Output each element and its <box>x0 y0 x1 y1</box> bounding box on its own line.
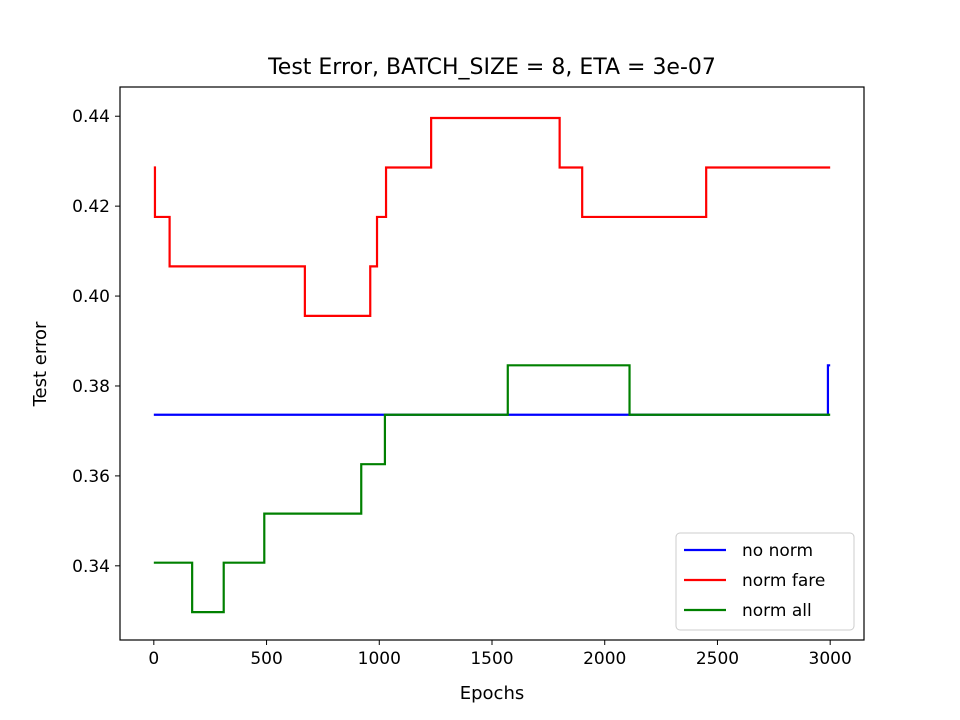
legend-box <box>675 532 855 631</box>
x-axis-ticks: 0 500 1000 1500 2000 2500 3000 <box>148 640 852 669</box>
legend-label: norm all <box>742 601 812 621</box>
x-tick-label: 2500 <box>696 649 739 669</box>
x-tick-label: 1500 <box>470 649 513 669</box>
x-tick-label: 3000 <box>809 649 852 669</box>
y-tick-label: 0.38 <box>72 377 110 397</box>
y-axis-ticks: 0.34 0.36 0.38 0.40 0.42 0.44 <box>72 107 120 577</box>
y-axis-label: Test error <box>30 321 51 407</box>
series-line-norm-all <box>153 364 831 614</box>
chart-title: Test Error, BATCH_SIZE = 8, ETA = 3e-07 <box>267 55 716 80</box>
x-tick-label: 1000 <box>358 649 401 669</box>
legend: no norm norm fare norm all <box>675 532 855 631</box>
x-tick-label: 500 <box>250 649 282 669</box>
legend-label: norm fare <box>742 571 825 591</box>
y-tick-label: 0.34 <box>72 557 110 577</box>
y-tick-label: 0.40 <box>72 287 110 307</box>
y-tick-label: 0.44 <box>72 107 110 127</box>
series-line-norm-fare <box>153 116 831 317</box>
x-tick-label: 0 <box>148 649 159 669</box>
y-tick-label: 0.42 <box>72 197 110 217</box>
plot-lines <box>153 116 831 614</box>
x-tick-label: 2000 <box>583 649 626 669</box>
legend-label: no norm <box>742 541 813 561</box>
y-tick-label: 0.36 <box>72 467 110 487</box>
x-axis-label: Epochs <box>460 683 525 704</box>
